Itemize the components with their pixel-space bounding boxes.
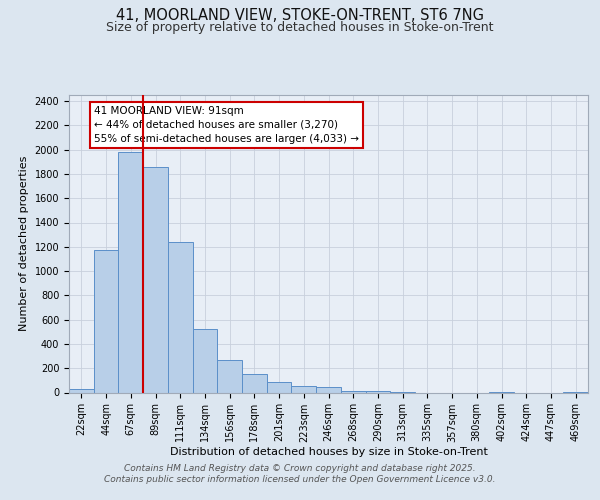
Bar xyxy=(242,374,267,392)
Text: Size of property relative to detached houses in Stoke-on-Trent: Size of property relative to detached ho… xyxy=(106,21,494,34)
X-axis label: Distribution of detached houses by size in Stoke-on-Trent: Distribution of detached houses by size … xyxy=(170,447,487,457)
Bar xyxy=(143,167,168,392)
Bar xyxy=(118,152,143,392)
Bar xyxy=(69,390,94,392)
Bar xyxy=(94,250,118,392)
Bar xyxy=(292,386,316,392)
Text: 41 MOORLAND VIEW: 91sqm
← 44% of detached houses are smaller (3,270)
55% of semi: 41 MOORLAND VIEW: 91sqm ← 44% of detache… xyxy=(94,106,359,144)
Bar xyxy=(168,242,193,392)
Bar xyxy=(316,387,341,392)
Bar xyxy=(267,382,292,392)
Bar xyxy=(217,360,242,392)
Text: Contains HM Land Registry data © Crown copyright and database right 2025.: Contains HM Land Registry data © Crown c… xyxy=(124,464,476,473)
Bar xyxy=(193,330,217,392)
Text: 41, MOORLAND VIEW, STOKE-ON-TRENT, ST6 7NG: 41, MOORLAND VIEW, STOKE-ON-TRENT, ST6 7… xyxy=(116,8,484,22)
Text: Contains public sector information licensed under the Open Government Licence v3: Contains public sector information licen… xyxy=(104,475,496,484)
Y-axis label: Number of detached properties: Number of detached properties xyxy=(19,156,29,332)
